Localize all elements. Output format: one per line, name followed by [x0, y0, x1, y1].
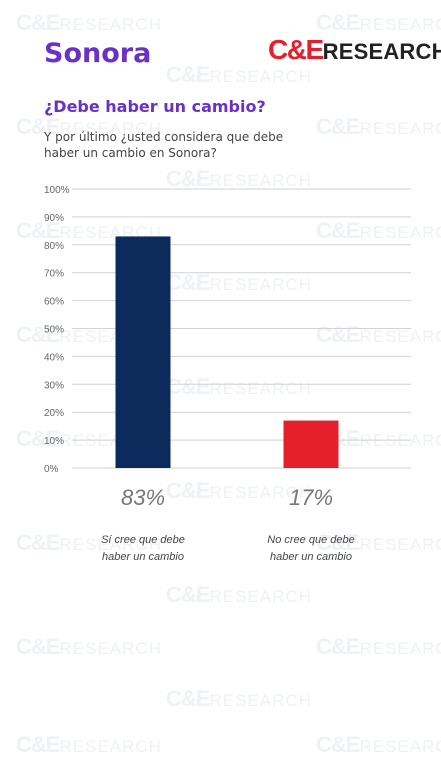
- data-label: 17%: [289, 485, 333, 510]
- category-label: No cree que debe: [267, 534, 354, 546]
- y-tick-label: 30%: [44, 380, 64, 391]
- y-tick-label: 20%: [44, 408, 64, 419]
- y-tick-label: 100%: [44, 185, 70, 196]
- y-tick-label: 50%: [44, 325, 64, 336]
- y-tick-label: 0%: [44, 464, 59, 475]
- y-tick-label: 40%: [44, 352, 64, 363]
- y-tick-label: 80%: [44, 241, 64, 252]
- logo-word-text: RESEARCH: [322, 39, 441, 64]
- bar-chart: 0% 10% 20% 30% 40% 50% 60% 70% 80% 90% 100% 83% Sí c…: [44, 185, 411, 563]
- category-label: Sí cree que debe: [101, 534, 185, 546]
- y-tick-label: 10%: [44, 436, 64, 447]
- brand-logo: C&ERESEARCH: [268, 34, 441, 66]
- y-tick-label: 90%: [44, 213, 64, 224]
- bar: [115, 236, 171, 468]
- y-tick-label: 60%: [44, 297, 64, 308]
- data-label: 83%: [121, 485, 165, 510]
- logo-brand-text: C&E: [268, 34, 324, 65]
- question-heading: ¿Debe haber un cambio?: [44, 97, 266, 116]
- y-tick-label: 70%: [44, 269, 64, 280]
- category-label: haber un cambio: [270, 551, 352, 563]
- category-label: haber un cambio: [102, 551, 184, 563]
- bar: [283, 420, 339, 468]
- question-text: Y por último ¿usted considera que debe h…: [44, 130, 284, 160]
- page-title: Sonora: [44, 38, 152, 69]
